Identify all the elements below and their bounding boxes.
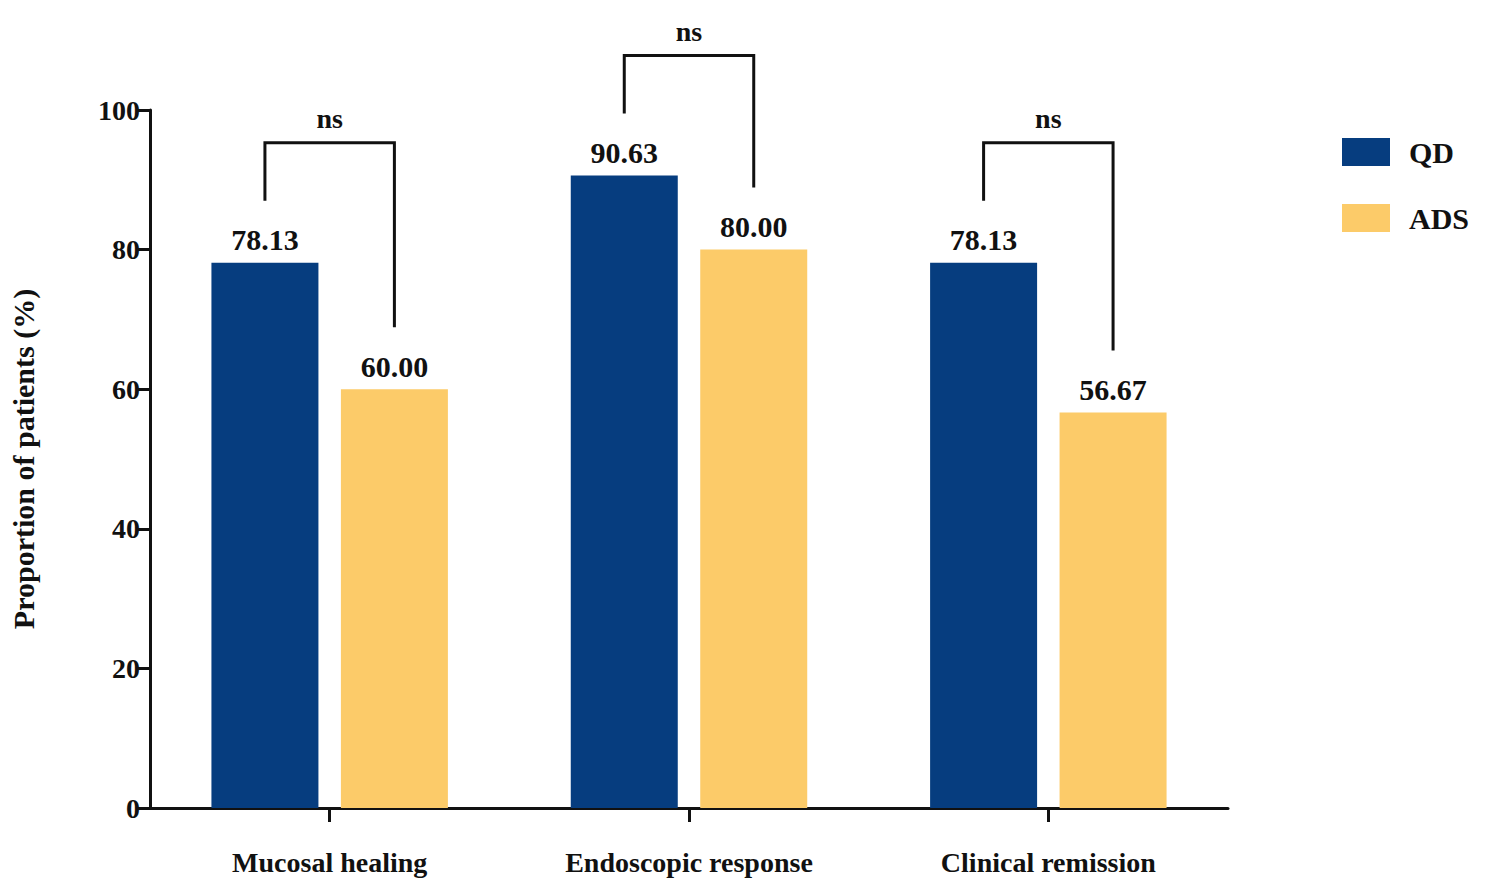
svg-text:90.63: 90.63 (591, 136, 659, 169)
svg-text:0: 0 (126, 793, 140, 824)
svg-text:80.00: 80.00 (720, 210, 788, 243)
svg-text:56.67: 56.67 (1079, 373, 1147, 406)
svg-text:ns: ns (1035, 103, 1062, 134)
svg-text:60.00: 60.00 (361, 350, 429, 383)
svg-text:ADS: ADS (1409, 202, 1469, 235)
svg-text:78.13: 78.13 (231, 223, 299, 256)
svg-text:ns: ns (676, 16, 703, 47)
svg-text:100: 100 (98, 95, 140, 126)
svg-text:60: 60 (112, 374, 140, 405)
svg-text:Clinical remission: Clinical remission (941, 847, 1156, 878)
svg-text:QD: QD (1409, 136, 1454, 169)
svg-text:Proportion of patients (%): Proportion of patients (%) (7, 289, 41, 629)
svg-text:80: 80 (112, 234, 140, 265)
svg-text:Endoscopic response: Endoscopic response (565, 847, 813, 878)
svg-text:ns: ns (316, 103, 343, 134)
svg-text:78.13: 78.13 (950, 223, 1018, 256)
svg-text:20: 20 (112, 653, 140, 684)
svg-text:Mucosal healing: Mucosal healing (232, 847, 427, 878)
svg-text:40: 40 (112, 513, 140, 544)
